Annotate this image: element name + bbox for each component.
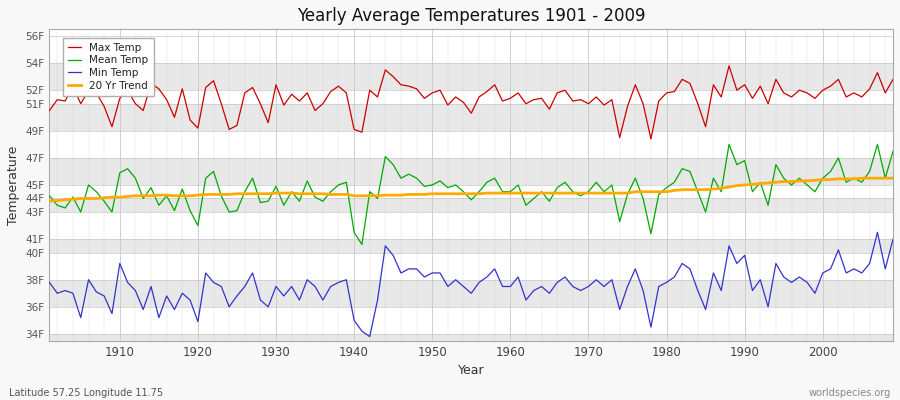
Line: Max Temp: Max Temp [50, 66, 893, 139]
Bar [50, 63, 893, 90]
Max Temp [325, 89, 336, 94]
Min Temp [887, 237, 898, 242]
Mean Temp [106, 210, 117, 214]
Y-axis label: Temperature: Temperature [7, 145, 20, 225]
Bar [50, 253, 893, 280]
Bar [50, 131, 893, 158]
Mean Temp [44, 193, 55, 198]
Bar [50, 185, 893, 198]
20 Yr Trend [497, 191, 508, 196]
Bar [50, 198, 893, 212]
Min Temp [505, 284, 516, 289]
Line: 20 Yr Trend: 20 Yr Trend [50, 178, 893, 201]
Min Temp [278, 294, 289, 298]
Mean Temp [356, 242, 367, 247]
Max Temp [887, 77, 898, 82]
Bar [50, 280, 893, 307]
Text: Latitude 57.25 Longitude 11.75: Latitude 57.25 Longitude 11.75 [9, 388, 163, 398]
Line: Mean Temp: Mean Temp [50, 144, 893, 244]
Min Temp [364, 334, 375, 339]
Bar [50, 36, 893, 63]
Max Temp [598, 103, 609, 108]
20 Yr Trend [598, 191, 609, 196]
Max Temp [505, 96, 516, 101]
Min Temp [325, 284, 336, 289]
Line: Min Temp: Min Temp [50, 232, 893, 336]
Mean Temp [724, 142, 734, 147]
Bar [50, 334, 893, 341]
Bar [50, 90, 893, 104]
20 Yr Trend [106, 195, 117, 200]
20 Yr Trend [325, 192, 336, 197]
Min Temp [872, 230, 883, 235]
Max Temp [44, 108, 55, 113]
Mean Temp [513, 182, 524, 187]
Bar [50, 239, 893, 253]
20 Yr Trend [44, 199, 55, 204]
Title: Yearly Average Temperatures 1901 - 2009: Yearly Average Temperatures 1901 - 2009 [297, 7, 645, 25]
Min Temp [607, 277, 617, 282]
Bar [50, 212, 893, 239]
Min Temp [513, 275, 524, 280]
Max Temp [106, 124, 117, 129]
Bar [50, 158, 893, 185]
20 Yr Trend [857, 176, 868, 180]
Max Temp [724, 64, 734, 68]
Max Temp [645, 136, 656, 141]
20 Yr Trend [505, 191, 516, 196]
Min Temp [44, 280, 55, 285]
20 Yr Trend [278, 191, 289, 196]
Bar [50, 104, 893, 131]
Max Temp [278, 103, 289, 108]
Text: worldspecies.org: worldspecies.org [809, 388, 891, 398]
Mean Temp [325, 189, 336, 194]
Bar [50, 29, 893, 36]
20 Yr Trend [887, 176, 898, 180]
Mean Temp [887, 149, 898, 154]
Max Temp [497, 99, 508, 104]
X-axis label: Year: Year [458, 364, 484, 377]
Mean Temp [607, 182, 617, 187]
Mean Temp [278, 203, 289, 208]
Mean Temp [505, 189, 516, 194]
Min Temp [106, 311, 117, 316]
Bar [50, 307, 893, 334]
Legend: Max Temp, Mean Temp, Min Temp, 20 Yr Trend: Max Temp, Mean Temp, Min Temp, 20 Yr Tre… [63, 38, 154, 96]
